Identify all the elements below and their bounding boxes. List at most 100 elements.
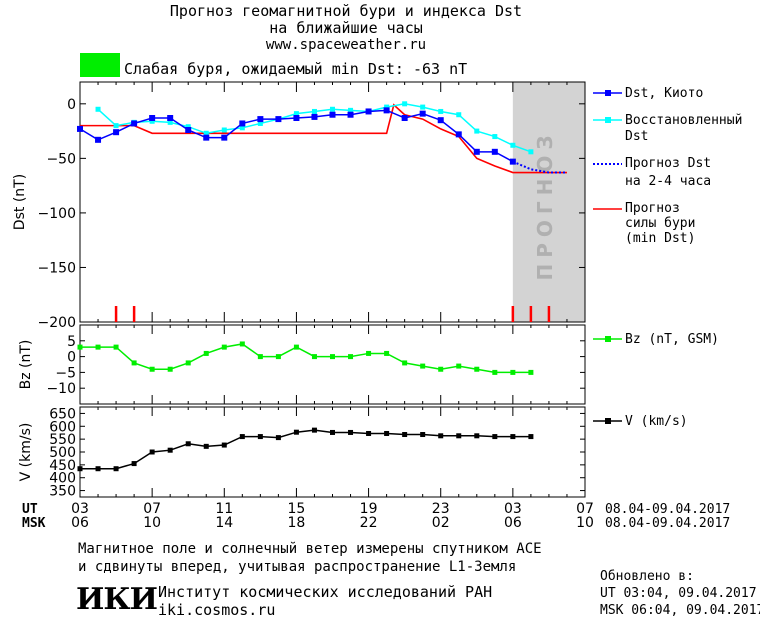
msk-tick-label: 22 bbox=[360, 515, 378, 531]
bz-point bbox=[185, 360, 191, 366]
legend-v-marker bbox=[605, 418, 611, 424]
institute-site[interactable]: iki.cosmos.ru bbox=[158, 601, 276, 619]
updated-msk: MSK 06:04, 09.04.2017 bbox=[600, 603, 760, 618]
ut-tick-label: 07 bbox=[576, 501, 594, 517]
bz-point bbox=[438, 366, 444, 372]
ut-tick-label: 11 bbox=[215, 501, 233, 517]
dst-kyoto-point bbox=[77, 125, 83, 132]
bz-point bbox=[239, 341, 245, 347]
v-point bbox=[366, 430, 372, 436]
source-url[interactable]: www.spaceweather.ru bbox=[265, 37, 427, 53]
y-tick-label: −200 bbox=[38, 315, 76, 331]
v-point bbox=[330, 429, 335, 435]
dst-kyoto-point bbox=[365, 108, 372, 115]
legend-restored-dst-2: Dst bbox=[625, 129, 649, 144]
dst-panel: ПРОГНОЗ 0 −50 −100 −150 −200 Dst (nT) bbox=[12, 81, 586, 331]
v-point bbox=[95, 466, 101, 472]
bz-point bbox=[221, 344, 227, 350]
dst-kyoto-point bbox=[311, 113, 318, 120]
dst-kyoto-point bbox=[131, 120, 138, 127]
v-point bbox=[402, 432, 408, 438]
msk-tick-label: 06 bbox=[71, 515, 89, 531]
restored-dst-point bbox=[311, 108, 317, 114]
v-line bbox=[80, 429, 531, 470]
dst-kyoto-point bbox=[329, 111, 336, 118]
dst-kyoto-point bbox=[113, 129, 120, 136]
y-tick-label: −5 bbox=[55, 365, 76, 381]
v-point bbox=[149, 449, 155, 455]
restored-dst-point bbox=[474, 128, 480, 134]
v-point bbox=[456, 433, 462, 439]
v-point bbox=[293, 429, 299, 435]
bz-point bbox=[366, 350, 372, 356]
dst-kyoto-point bbox=[293, 115, 300, 121]
dst-kyoto-point bbox=[149, 115, 156, 121]
dst-kyoto-point bbox=[239, 120, 246, 127]
bz-point bbox=[203, 350, 209, 356]
y-tick-label: 400 bbox=[49, 471, 76, 487]
legend-dst-kyoto: Dst, Киото bbox=[625, 86, 704, 101]
restored-dst-point bbox=[257, 120, 263, 126]
dst-kyoto-point bbox=[491, 148, 498, 155]
v-point bbox=[348, 429, 354, 435]
ut-tick-label: 03 bbox=[71, 501, 89, 517]
dst-kyoto-point bbox=[257, 116, 264, 123]
legend-restored-dst: Восстановленный bbox=[625, 113, 743, 128]
y-tick-label: 450 bbox=[49, 458, 76, 474]
panel-frame bbox=[79, 324, 586, 405]
y-axis-label: V (km/s) bbox=[18, 423, 34, 482]
legend-bz-marker bbox=[605, 336, 611, 342]
dst-kyoto-point bbox=[347, 111, 354, 118]
v-point bbox=[131, 461, 137, 467]
bz-point bbox=[131, 360, 137, 366]
legend-bz: Bz (nT, GSM) bbox=[625, 332, 719, 347]
iki-logo: ИКИ bbox=[76, 582, 158, 617]
restored-dst-point bbox=[528, 149, 534, 155]
y-tick-label: 0 bbox=[67, 350, 76, 366]
y-tick-label: 0 bbox=[67, 97, 76, 113]
restored-dst-point bbox=[293, 111, 299, 117]
v-point bbox=[492, 434, 498, 440]
msk-tick-label: 10 bbox=[143, 515, 161, 531]
storm-level-indicator bbox=[80, 53, 120, 77]
restored-dst-point bbox=[149, 118, 155, 124]
msk-tick-label: 06 bbox=[504, 515, 522, 531]
footer-note-1: Магнитное поле и солнечный ветер измерен… bbox=[78, 541, 542, 557]
restored-dst-point bbox=[330, 106, 335, 112]
v-point bbox=[474, 433, 480, 439]
dst-kyoto-point bbox=[167, 115, 174, 121]
restored-dst-point bbox=[203, 130, 209, 136]
updated-ut: UT 03:04, 09.04.2017 bbox=[600, 586, 757, 601]
restored-dst-point bbox=[492, 134, 498, 140]
bz-point bbox=[293, 344, 299, 350]
bz-point bbox=[456, 363, 462, 369]
dst-kyoto-point bbox=[221, 134, 228, 141]
v-point bbox=[239, 434, 245, 440]
storm-forecast-line bbox=[80, 103, 567, 174]
bz-point bbox=[474, 366, 480, 372]
bz-point bbox=[348, 354, 354, 360]
bz-panel: 50−5−10 Bz (nT) bbox=[18, 324, 586, 405]
bz-point bbox=[149, 366, 155, 372]
v-point bbox=[528, 434, 534, 440]
dst-kyoto-point bbox=[473, 148, 480, 155]
y-tick-label: 5 bbox=[67, 334, 76, 350]
y-tick-label: 550 bbox=[49, 432, 76, 448]
bz-point bbox=[492, 369, 498, 375]
bz-point bbox=[528, 369, 534, 375]
restored-dst-point bbox=[348, 107, 354, 113]
msk-tick-label: 10 bbox=[576, 515, 594, 531]
legend-markers bbox=[593, 90, 622, 424]
legend-storm-3: (min Dst) bbox=[625, 231, 696, 246]
v-point bbox=[113, 466, 119, 472]
forecast-band bbox=[512, 82, 585, 322]
footer-note-2: и сдвинуты вперед, учитывая распростране… bbox=[78, 559, 517, 575]
v-point bbox=[420, 432, 426, 438]
legend-forecast-dst: Прогноз Dst bbox=[625, 156, 712, 171]
msk-label: MSK bbox=[22, 516, 46, 531]
restored-dst-point bbox=[113, 123, 119, 129]
ut-date-range: 08.04-09.04.2017 bbox=[605, 502, 731, 517]
